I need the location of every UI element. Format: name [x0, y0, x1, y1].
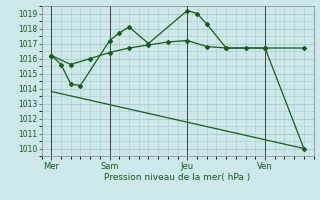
X-axis label: Pression niveau de la mer( hPa ): Pression niveau de la mer( hPa ) — [104, 173, 251, 182]
